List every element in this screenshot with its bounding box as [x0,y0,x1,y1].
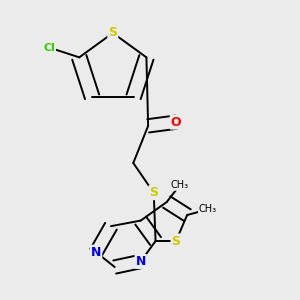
Text: S: S [172,235,181,248]
Text: S: S [108,26,117,40]
Text: CH₃: CH₃ [171,180,189,190]
Text: N: N [91,246,101,259]
Text: Cl: Cl [43,43,55,52]
Text: CH₃: CH₃ [199,204,217,214]
Text: S: S [149,186,158,199]
Text: O: O [171,116,181,129]
Text: N: N [136,255,146,268]
